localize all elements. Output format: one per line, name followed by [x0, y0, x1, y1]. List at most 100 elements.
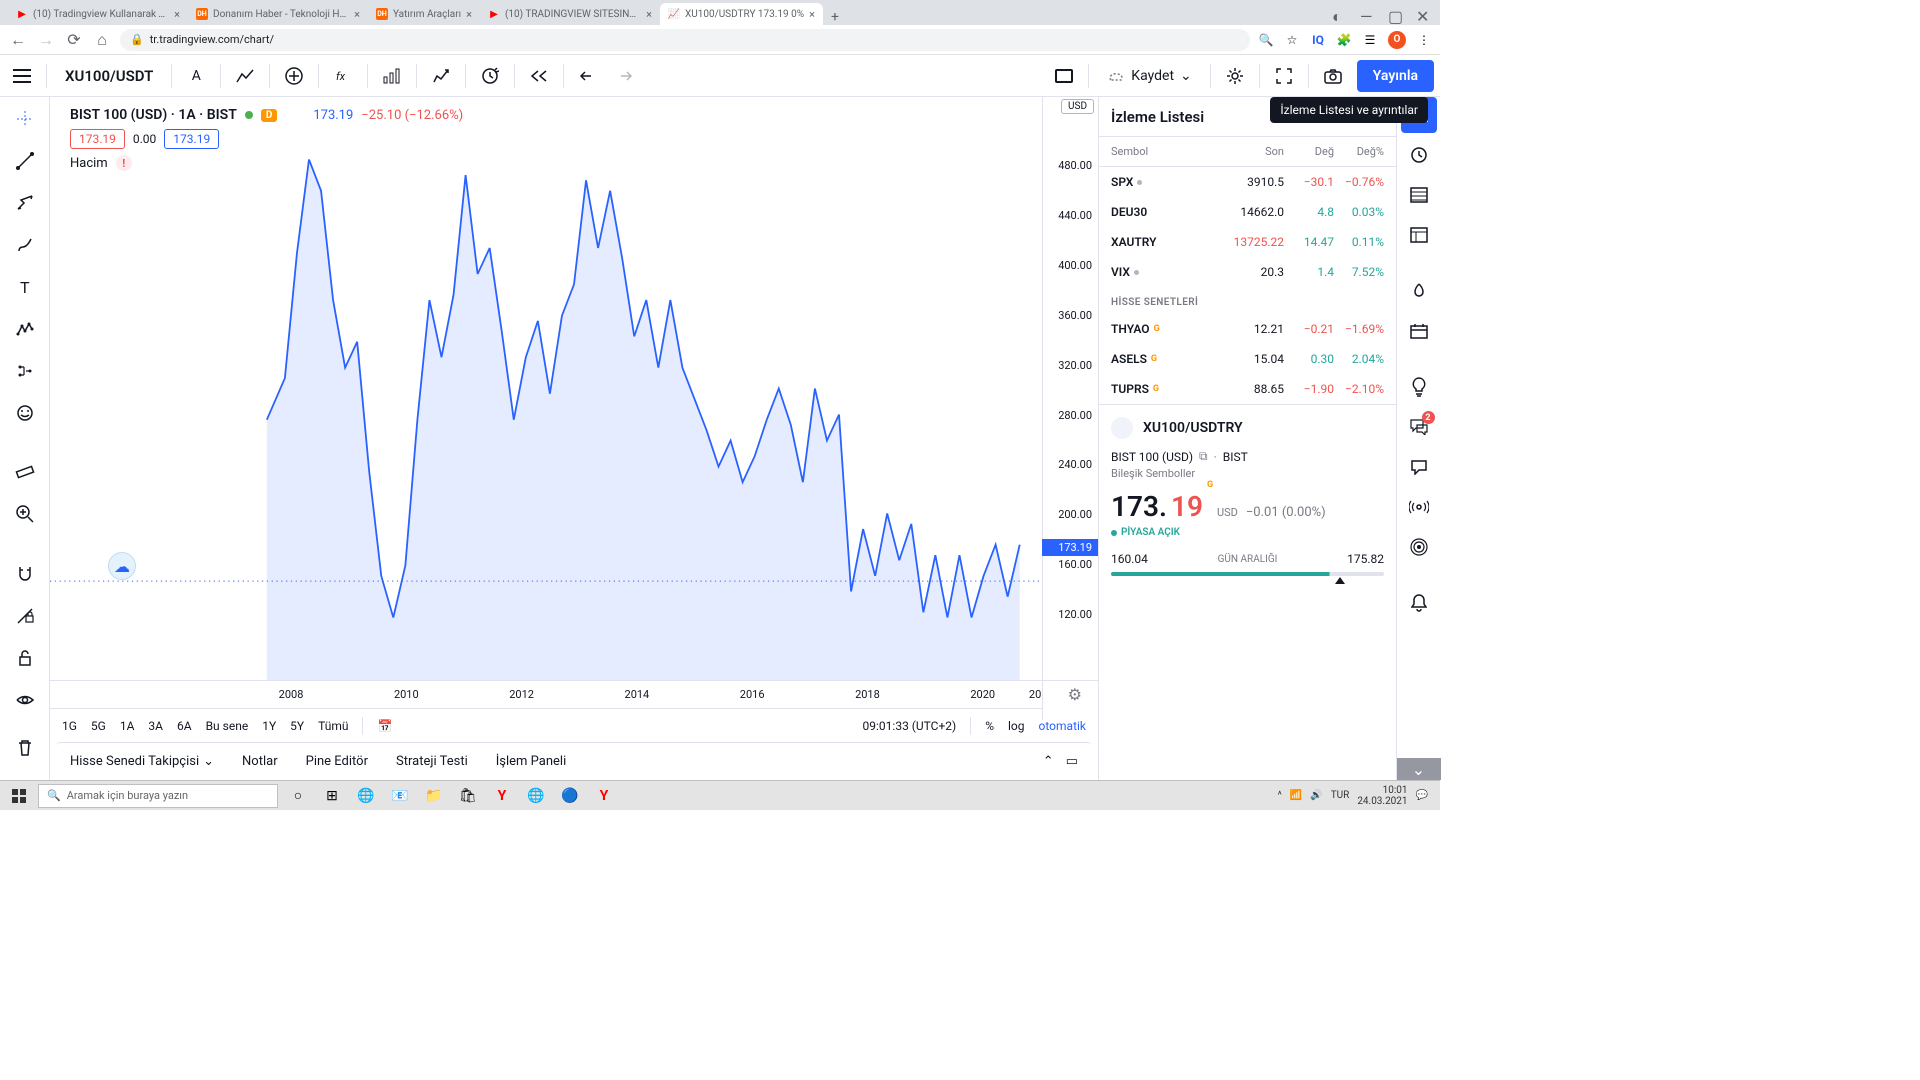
back-button[interactable]: ← [8, 30, 28, 50]
volume-icon[interactable]: 🔊 [1310, 790, 1322, 801]
cursor-tool[interactable] [7, 101, 43, 137]
watchlist-row[interactable]: DEU3014662.04.80.03% [1099, 197, 1396, 227]
timeframe-button[interactable]: 6A [177, 719, 192, 733]
y-axis-unit[interactable]: USD [1061, 99, 1094, 114]
watchlist-row[interactable]: THYAOG12.21−0.21−1.69% [1099, 314, 1396, 344]
close-icon[interactable]: × [466, 8, 472, 21]
close-icon[interactable]: × [354, 8, 360, 21]
close-window-button[interactable]: ✕ [1416, 7, 1428, 19]
bottom-tab[interactable]: Pine Editör [306, 754, 368, 769]
compare-button[interactable] [278, 60, 310, 92]
profile-avatar[interactable]: O [1388, 31, 1406, 49]
iq-extension[interactable]: IQ [1310, 32, 1326, 48]
browser-tab-active[interactable]: 📈XU100/USDTRY 173.19 0%× [660, 3, 823, 25]
trash-tool[interactable] [7, 730, 43, 766]
volume-label[interactable]: Hacim [70, 156, 108, 171]
percent-button[interactable]: % [985, 719, 994, 733]
expand-panel-icon[interactable]: ⌃ [1043, 754, 1054, 769]
new-tab-button[interactable]: + [823, 9, 847, 25]
text-tool[interactable]: T [7, 269, 43, 305]
trend-line-tool[interactable] [7, 143, 43, 179]
cortana-icon[interactable]: ○ [282, 781, 314, 811]
yandex2-icon[interactable]: Y [588, 781, 620, 811]
settings-button[interactable] [1219, 60, 1251, 92]
private-chat-button[interactable] [1401, 449, 1437, 485]
undo-button[interactable] [572, 60, 604, 92]
tray-expand-icon[interactable]: ^ [1278, 790, 1282, 801]
timeframe-button[interactable]: 5G [91, 719, 106, 733]
alerts-panel-button[interactable] [1401, 137, 1437, 173]
task-view-icon[interactable]: ⊞ [316, 781, 348, 811]
taskbar-search[interactable]: 🔍Aramak için buraya yazın [38, 784, 278, 808]
wifi-icon[interactable]: 📶 [1290, 790, 1302, 801]
chat-button[interactable]: 2 [1401, 409, 1437, 445]
bookmark-icon[interactable]: ☆ [1284, 32, 1300, 48]
close-icon[interactable]: × [174, 8, 180, 21]
forward-button[interactable]: → [36, 30, 56, 50]
external-link-icon[interactable]: ⧉ [1199, 449, 1208, 464]
auto-button[interactable]: otomatik [1039, 719, 1086, 733]
bottom-tab[interactable]: Notlar [242, 754, 278, 769]
warning-icon[interactable]: ! [116, 155, 132, 171]
reading-list-icon[interactable]: ☰ [1362, 32, 1378, 48]
browser-tab[interactable]: ▶(10) Tradingview Kullanarak Tekn× [8, 3, 188, 25]
chart-style-button[interactable] [229, 60, 261, 92]
x-axis[interactable]: 2008 2010 2012 2014 2016 2018 2020 20 ⚙ [50, 680, 1098, 708]
streams-button[interactable] [1401, 489, 1437, 525]
extensions-icon[interactable]: 🧩 [1336, 32, 1352, 48]
cloud-sync-icon[interactable]: ☁ [108, 552, 136, 580]
zoom-tool[interactable] [7, 496, 43, 532]
goto-date-button[interactable]: 📅 [377, 719, 392, 733]
app-icon[interactable]: 🔵 [554, 781, 586, 811]
lock-drawings-tool[interactable] [7, 598, 43, 634]
watchlist-row[interactable]: ASELSG15.040.302.04% [1099, 344, 1396, 374]
publish-button[interactable]: Yayınla [1357, 60, 1434, 92]
save-button[interactable]: Kaydet ⌄ [1097, 60, 1201, 92]
watchlist-row[interactable]: VIX20.31.47.52% [1099, 257, 1396, 287]
hotlist-button[interactable] [1401, 177, 1437, 213]
browser-tab[interactable]: DHDonanım Haber - Teknoloji Habe× [188, 3, 368, 25]
news-button[interactable] [1401, 273, 1437, 309]
bottom-tab[interactable]: Hisse Senedi Takipçisi ⌄ [70, 754, 214, 769]
minimize-button[interactable]: — [1360, 7, 1372, 19]
notifications-tray-icon[interactable]: 💬 [1416, 790, 1428, 801]
panel-view-icon[interactable]: ▭ [1066, 754, 1078, 769]
symbol-search[interactable]: XU100/USDT [55, 60, 163, 92]
brush-tool[interactable] [7, 227, 43, 263]
ask-box[interactable]: 173.19 [164, 129, 219, 149]
detail-symbol[interactable]: XU100/USDTRY [1143, 420, 1243, 436]
home-button[interactable]: ⌂ [92, 30, 112, 50]
watchlist-row[interactable]: TUPRSG88.65−1.90−2.10% [1099, 374, 1396, 404]
close-icon[interactable]: × [809, 8, 815, 21]
mail-icon[interactable]: 📧 [384, 781, 416, 811]
browser-tab[interactable]: ▶(10) TRADINGVIEW SITESINDE D× [480, 3, 660, 25]
timeframe-button[interactable]: 1G [62, 719, 77, 733]
store-icon[interactable]: 🛍 [452, 781, 484, 811]
prediction-tool[interactable] [7, 353, 43, 389]
hide-drawings-tool[interactable] [7, 682, 43, 718]
chrome-icon[interactable]: 🌐 [520, 781, 552, 811]
alert-button[interactable] [474, 60, 506, 92]
ideas-button[interactable] [1401, 369, 1437, 405]
yandex-icon[interactable]: Y [486, 781, 518, 811]
screenshot-button[interactable] [1317, 60, 1349, 92]
magnet-tool[interactable] [7, 556, 43, 592]
replay-button[interactable] [523, 60, 555, 92]
broadcast-button[interactable] [1401, 529, 1437, 565]
language-icon[interactable]: TUR [1331, 790, 1350, 801]
redo-button[interactable] [608, 60, 640, 92]
bottom-tab[interactable]: Strateji Testi [396, 754, 468, 769]
watchlist-row[interactable]: SPX3910.5−30.1−0.76% [1099, 167, 1396, 197]
calendar-button[interactable] [1401, 313, 1437, 349]
templates-button[interactable] [425, 60, 457, 92]
url-input[interactable]: 🔒 tr.tradingview.com/chart/ [120, 29, 1250, 51]
menu-button[interactable] [6, 60, 38, 92]
browser-tab[interactable]: DHYatırım Araçları× [368, 3, 480, 25]
ruler-tool[interactable] [7, 454, 43, 490]
fullscreen-button[interactable] [1268, 60, 1300, 92]
close-icon[interactable]: × [646, 8, 652, 21]
timeframe-button[interactable]: 1A [120, 719, 135, 733]
timeframe-button[interactable]: Tümü [318, 719, 348, 733]
timeframe-button[interactable]: 3A [148, 719, 163, 733]
data-window-button[interactable] [1401, 217, 1437, 253]
